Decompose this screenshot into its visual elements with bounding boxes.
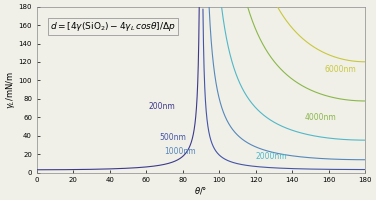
Text: 500nm: 500nm	[159, 133, 186, 142]
Text: 6000nm: 6000nm	[325, 65, 357, 74]
Text: 2000nm: 2000nm	[256, 152, 287, 161]
Text: 200nm: 200nm	[148, 102, 175, 111]
Text: $d=[4\gamma(\mathrm{SiO_2})-4\gamma_L\,cos\theta]/\Delta p$: $d=[4\gamma(\mathrm{SiO_2})-4\gamma_L\,c…	[50, 20, 176, 33]
Text: 4000nm: 4000nm	[305, 113, 337, 122]
X-axis label: $\theta/°$: $\theta/°$	[194, 185, 208, 196]
Y-axis label: $\gamma_L$/mN/m: $\gamma_L$/mN/m	[4, 71, 17, 109]
Text: 1000nm: 1000nm	[165, 147, 196, 156]
